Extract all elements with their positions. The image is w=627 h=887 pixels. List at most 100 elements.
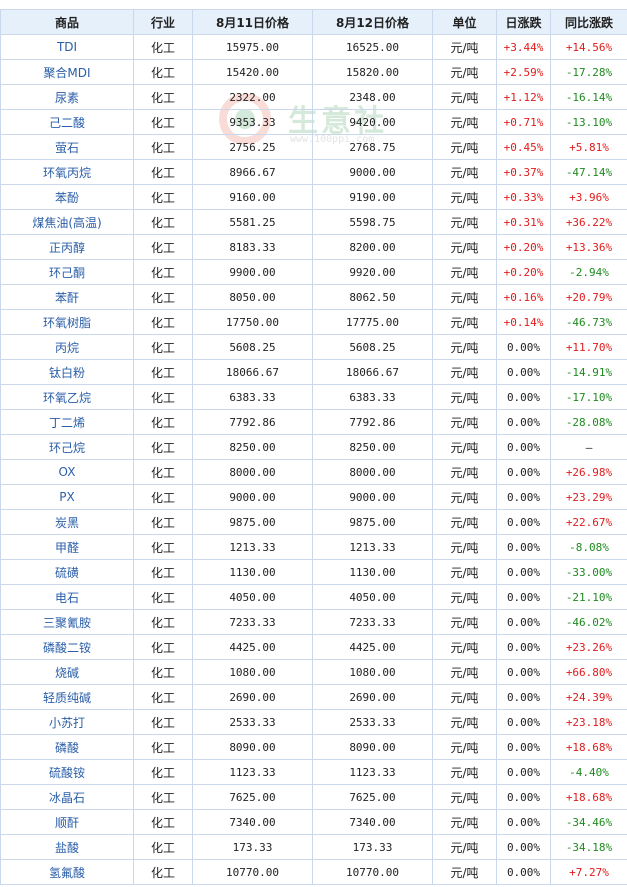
product-name-link[interactable]: 苯酚 <box>0 184 134 210</box>
price-aug12-cell: 1130.00 <box>312 559 433 585</box>
product-name-link[interactable]: 轻质纯碱 <box>0 684 134 710</box>
industry-cell: 化工 <box>133 559 193 585</box>
product-name-link[interactable]: 丁二烯 <box>0 409 134 435</box>
product-name-link[interactable]: 丙烷 <box>0 334 134 360</box>
daily-change-cell: 0.00% <box>496 809 551 835</box>
industry-cell: 化工 <box>133 659 193 685</box>
price-aug11-cell: 5608.25 <box>192 334 313 360</box>
price-aug11-cell: 9875.00 <box>192 509 313 535</box>
product-name-link[interactable]: 钛白粉 <box>0 359 134 385</box>
product-name-link[interactable]: 硫酸铵 <box>0 759 134 785</box>
yoy-change-cell: +18.68% <box>550 734 627 760</box>
industry-cell: 化工 <box>133 234 193 260</box>
daily-change-cell: 0.00% <box>496 484 551 510</box>
table-row: 盐酸 化工 173.33 173.33 元/吨 0.00% -34.18% <box>0 834 627 860</box>
product-name-link[interactable]: 煤焦油(高温) <box>0 209 134 235</box>
unit-cell: 元/吨 <box>432 634 497 660</box>
product-name-link[interactable]: 冰晶石 <box>0 784 134 810</box>
product-name-link[interactable]: 环氧树脂 <box>0 309 134 335</box>
product-name-link[interactable]: 环氧丙烷 <box>0 159 134 185</box>
header-price-aug12[interactable]: 8月12日价格 <box>312 9 433 35</box>
price-aug12-cell: 8000.00 <box>312 459 433 485</box>
header-price-aug11[interactable]: 8月11日价格 <box>192 9 313 35</box>
price-aug11-cell: 2690.00 <box>192 684 313 710</box>
product-name-link[interactable]: 盐酸 <box>0 834 134 860</box>
yoy-change-cell: +66.80% <box>550 659 627 685</box>
header-daily-change[interactable]: 日涨跌 <box>496 9 551 35</box>
price-aug12-cell: 9190.00 <box>312 184 433 210</box>
product-name-link[interactable]: 顺酐 <box>0 809 134 835</box>
yoy-change-cell: +23.26% <box>550 634 627 660</box>
daily-change-cell: 0.00% <box>496 334 551 360</box>
price-aug11-cell: 5581.25 <box>192 209 313 235</box>
daily-change-cell: +2.59% <box>496 59 551 85</box>
unit-cell: 元/吨 <box>432 409 497 435</box>
price-aug12-cell: 9000.00 <box>312 484 433 510</box>
product-name-link[interactable]: 环己烷 <box>0 434 134 460</box>
unit-cell: 元/吨 <box>432 359 497 385</box>
table-row: 硫磺 化工 1130.00 1130.00 元/吨 0.00% -33.00% <box>0 559 627 585</box>
product-name-link[interactable]: TDI <box>0 34 134 60</box>
unit-cell: 元/吨 <box>432 809 497 835</box>
product-name-link[interactable]: 三聚氰胺 <box>0 609 134 635</box>
price-aug11-cell: 9000.00 <box>192 484 313 510</box>
price-aug11-cell: 6383.33 <box>192 384 313 410</box>
product-name-link[interactable]: 己二酸 <box>0 109 134 135</box>
unit-cell: 元/吨 <box>432 734 497 760</box>
daily-change-cell: +0.71% <box>496 109 551 135</box>
table-row: 正丙醇 化工 8183.33 8200.00 元/吨 +0.20% +13.36% <box>0 234 627 260</box>
product-name-link[interactable]: 环氧乙烷 <box>0 384 134 410</box>
price-aug12-cell: 6383.33 <box>312 384 433 410</box>
unit-cell: 元/吨 <box>432 484 497 510</box>
header-yoy-change[interactable]: 同比涨跌 <box>550 9 627 35</box>
product-name-link[interactable]: PX <box>0 484 134 510</box>
yoy-change-cell: -13.10% <box>550 109 627 135</box>
industry-cell: 化工 <box>133 484 193 510</box>
industry-cell: 化工 <box>133 359 193 385</box>
product-name-link[interactable]: 正丙醇 <box>0 234 134 260</box>
yoy-change-cell: +23.18% <box>550 709 627 735</box>
unit-cell: 元/吨 <box>432 159 497 185</box>
unit-cell: 元/吨 <box>432 184 497 210</box>
unit-cell: 元/吨 <box>432 134 497 160</box>
unit-cell: 元/吨 <box>432 684 497 710</box>
product-name-link[interactable]: 炭黑 <box>0 509 134 535</box>
header-industry[interactable]: 行业 <box>133 9 193 35</box>
unit-cell: 元/吨 <box>432 259 497 285</box>
product-name-link[interactable]: 苯酐 <box>0 284 134 310</box>
product-name-link[interactable]: 氢氟酸 <box>0 859 134 885</box>
product-name-link[interactable]: 磷酸二铵 <box>0 634 134 660</box>
price-aug11-cell: 8000.00 <box>192 459 313 485</box>
header-product[interactable]: 商品 <box>0 9 134 35</box>
product-name-link[interactable]: 环己酮 <box>0 259 134 285</box>
yoy-change-cell: -47.14% <box>550 159 627 185</box>
price-aug11-cell: 9160.00 <box>192 184 313 210</box>
product-name-link[interactable]: 电石 <box>0 584 134 610</box>
product-name-link[interactable]: 磷酸 <box>0 734 134 760</box>
product-name-link[interactable]: 萤石 <box>0 134 134 160</box>
yoy-change-cell: +20.79% <box>550 284 627 310</box>
header-unit[interactable]: 单位 <box>432 9 497 35</box>
table-row: 尿素 化工 2322.00 2348.00 元/吨 +1.12% -16.14% <box>0 84 627 110</box>
table-row: 丁二烯 化工 7792.86 7792.86 元/吨 0.00% -28.08% <box>0 409 627 435</box>
unit-cell: 元/吨 <box>432 834 497 860</box>
product-name-link[interactable]: OX <box>0 459 134 485</box>
yoy-change-cell: +14.56% <box>550 34 627 60</box>
price-aug12-cell: 7233.33 <box>312 609 433 635</box>
price-aug12-cell: 2533.33 <box>312 709 433 735</box>
product-name-link[interactable]: 甲醛 <box>0 534 134 560</box>
product-name-link[interactable]: 聚合MDI <box>0 59 134 85</box>
unit-cell: 元/吨 <box>432 784 497 810</box>
product-name-link[interactable]: 小苏打 <box>0 709 134 735</box>
price-aug11-cell: 8966.67 <box>192 159 313 185</box>
product-name-link[interactable]: 硫磺 <box>0 559 134 585</box>
product-name-link[interactable]: 尿素 <box>0 84 134 110</box>
product-name-link[interactable]: 烧碱 <box>0 659 134 685</box>
daily-change-cell: 0.00% <box>496 634 551 660</box>
industry-cell: 化工 <box>133 309 193 335</box>
yoy-change-cell: +22.67% <box>550 509 627 535</box>
price-aug12-cell: 9920.00 <box>312 259 433 285</box>
price-aug12-cell: 15820.00 <box>312 59 433 85</box>
daily-change-cell: +0.45% <box>496 134 551 160</box>
price-aug11-cell: 9900.00 <box>192 259 313 285</box>
